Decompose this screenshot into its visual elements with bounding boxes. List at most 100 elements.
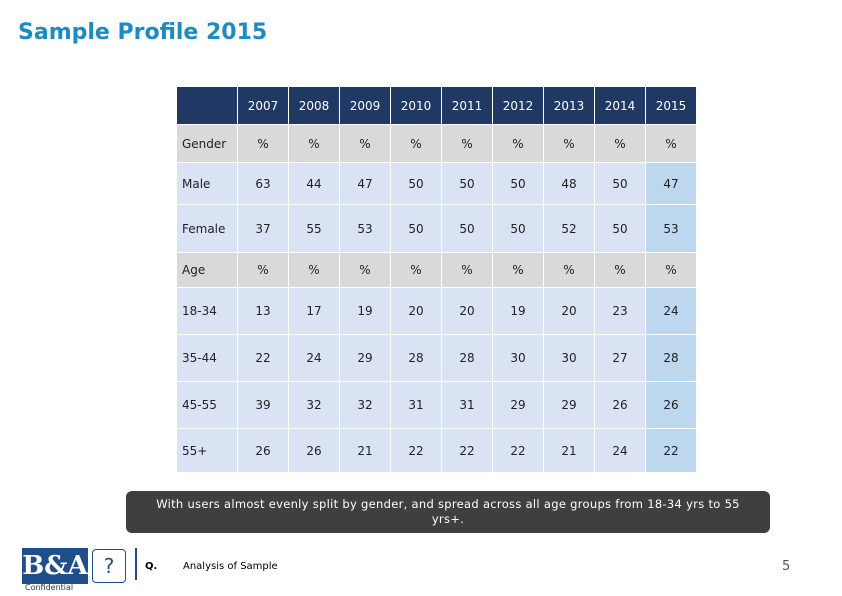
cell: 20 (544, 288, 595, 335)
cell: % (391, 253, 442, 288)
q-label: Q. (145, 561, 158, 572)
cell: 24 (646, 288, 697, 335)
cell: 44 (289, 163, 340, 205)
cell: % (391, 125, 442, 163)
cell: 22 (238, 335, 289, 382)
cell: 50 (442, 205, 493, 253)
header-corner (177, 87, 238, 125)
header-cell: 2014 (595, 87, 646, 125)
cell: % (289, 125, 340, 163)
cell: % (493, 125, 544, 163)
divider (135, 548, 137, 580)
cell: 22 (493, 429, 544, 473)
row-label: 55+ (177, 429, 238, 473)
callout: With users almost evenly split by gender… (126, 491, 770, 533)
cell: 37 (238, 205, 289, 253)
cell: 50 (391, 163, 442, 205)
cell: 31 (442, 382, 493, 429)
cell: 50 (391, 205, 442, 253)
cell: 27 (595, 335, 646, 382)
row-label: 35-44 (177, 335, 238, 382)
page-number: 5 (782, 559, 791, 574)
cell: % (340, 253, 391, 288)
cell: % (544, 253, 595, 288)
cell: 47 (646, 163, 697, 205)
header-cell: 2011 (442, 87, 493, 125)
cell: % (238, 125, 289, 163)
cell: 50 (442, 163, 493, 205)
cell: 28 (391, 335, 442, 382)
cell: % (595, 253, 646, 288)
cell: 32 (340, 382, 391, 429)
cell: % (493, 253, 544, 288)
cell: 22 (391, 429, 442, 473)
cell: 63 (238, 163, 289, 205)
cell: 20 (391, 288, 442, 335)
row-label: Gender (177, 125, 238, 163)
cell: 28 (646, 335, 697, 382)
cell: 50 (493, 163, 544, 205)
cell: 53 (340, 205, 391, 253)
cell: 30 (493, 335, 544, 382)
cell: % (289, 253, 340, 288)
cell: 26 (289, 429, 340, 473)
cell: 29 (493, 382, 544, 429)
header-cell: 2008 (289, 87, 340, 125)
cell: 21 (544, 429, 595, 473)
cell: 26 (595, 382, 646, 429)
header-cell: 2012 (493, 87, 544, 125)
row-label: Male (177, 163, 238, 205)
cell: 19 (493, 288, 544, 335)
cell: 23 (595, 288, 646, 335)
cell: 30 (544, 335, 595, 382)
cell: 26 (238, 429, 289, 473)
title: Sample Profile 2015 (18, 20, 268, 45)
cell: % (646, 125, 697, 163)
cell: 20 (442, 288, 493, 335)
cell: 53 (646, 205, 697, 253)
row-label: 18-34 (177, 288, 238, 335)
cell: % (238, 253, 289, 288)
cell: 50 (595, 163, 646, 205)
help-icon: ? (92, 549, 126, 583)
cell: % (442, 253, 493, 288)
cell: 26 (646, 382, 697, 429)
cell: 19 (340, 288, 391, 335)
row-label: Female (177, 205, 238, 253)
cell: 52 (544, 205, 595, 253)
cell: 22 (442, 429, 493, 473)
cell: 29 (340, 335, 391, 382)
cell: 47 (340, 163, 391, 205)
cell: 28 (442, 335, 493, 382)
cell: 50 (493, 205, 544, 253)
cell: 48 (544, 163, 595, 205)
cell: 21 (340, 429, 391, 473)
header-cell: 2013 (544, 87, 595, 125)
cell: 39 (238, 382, 289, 429)
cell: 31 (391, 382, 442, 429)
cell: 50 (595, 205, 646, 253)
cell: 55 (289, 205, 340, 253)
cell: % (340, 125, 391, 163)
confidential: Confidential (25, 583, 74, 592)
cell: 24 (595, 429, 646, 473)
cell: % (646, 253, 697, 288)
cell: 32 (289, 382, 340, 429)
cell: % (595, 125, 646, 163)
cell: 29 (544, 382, 595, 429)
cell: % (544, 125, 595, 163)
header-cell: 2009 (340, 87, 391, 125)
header-cell: 2015 (646, 87, 697, 125)
cell: 17 (289, 288, 340, 335)
header-cell: 2010 (391, 87, 442, 125)
header-cell: 2007 (238, 87, 289, 125)
cell: % (442, 125, 493, 163)
row-label: Age (177, 253, 238, 288)
logo: B&A (22, 548, 88, 584)
cell: 13 (238, 288, 289, 335)
question: Analysis of Sample (183, 561, 278, 572)
cell: 24 (289, 335, 340, 382)
row-label: 45-55 (177, 382, 238, 429)
cell: 22 (646, 429, 697, 473)
